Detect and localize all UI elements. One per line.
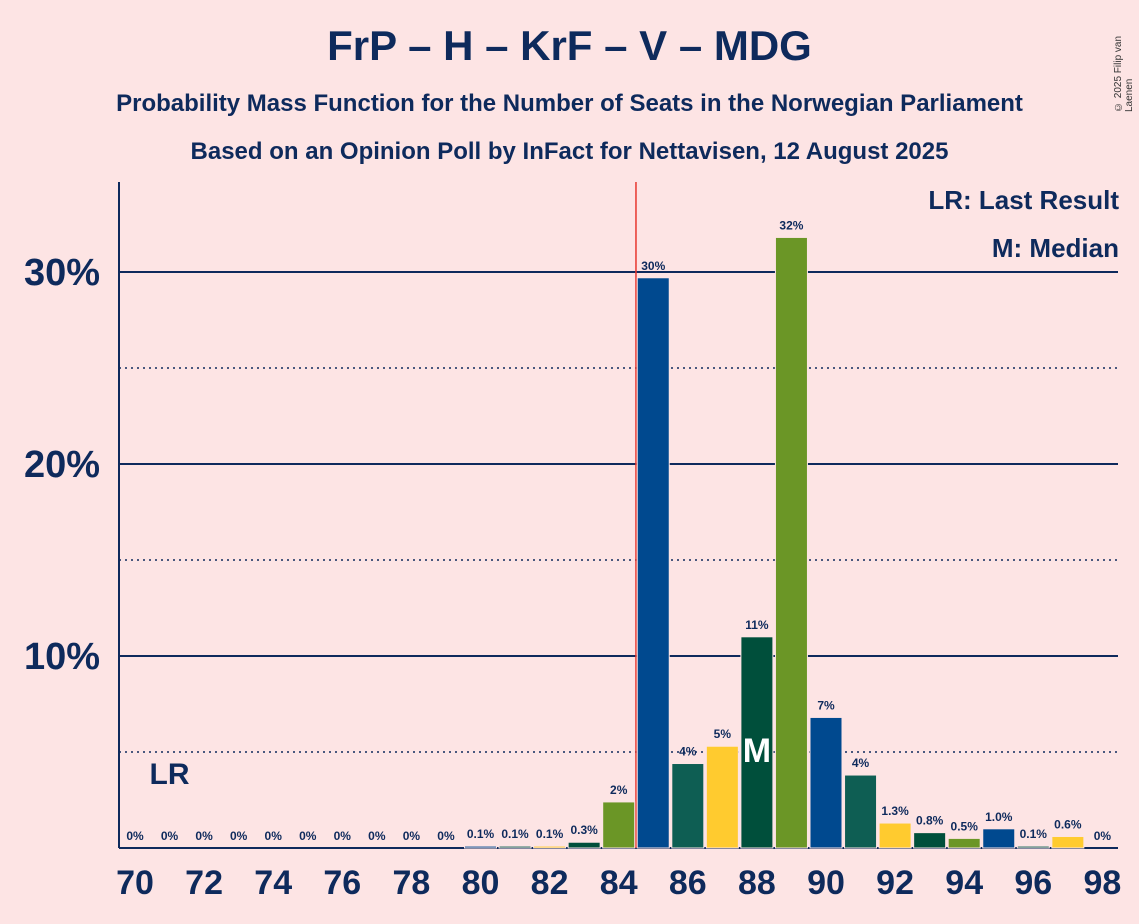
bar-seat-92	[878, 822, 912, 849]
median-marker: M	[743, 732, 771, 770]
bar-seat-84	[602, 801, 636, 849]
x-tick-label-86: 86	[669, 864, 707, 902]
bar-seat-83	[567, 841, 601, 849]
x-tick-label-80: 80	[462, 864, 500, 902]
x-tick-label-74: 74	[254, 864, 292, 902]
x-tick-label-92: 92	[876, 864, 914, 902]
x-tick-label-84: 84	[600, 864, 638, 902]
data-label-seat-83: 0.3%	[570, 823, 598, 837]
data-label-seat-74: 0%	[265, 829, 283, 843]
data-label-seat-77: 0%	[368, 829, 386, 843]
x-tick-label-98: 98	[1083, 864, 1121, 902]
x-tick-label-72: 72	[185, 864, 223, 902]
bar-seat-86	[671, 763, 705, 849]
x-tick-label-70: 70	[116, 864, 154, 902]
bar-seat-85	[636, 277, 670, 849]
bar-seat-94	[947, 837, 981, 849]
chart-title: FrP – H – KrF – V – MDG	[327, 22, 812, 69]
data-label-seat-73: 0%	[230, 829, 248, 843]
bar-seat-88	[740, 636, 774, 849]
y-tick-label: 10%	[24, 636, 100, 678]
data-label-seat-90: 7%	[817, 698, 835, 712]
bar-seat-82	[533, 845, 567, 849]
data-label-seat-82: 0.1%	[536, 827, 564, 841]
data-label-seat-75: 0%	[299, 829, 317, 843]
data-label-seat-71: 0%	[161, 829, 179, 843]
data-label-seat-78: 0%	[403, 829, 421, 843]
bar-seat-97	[1051, 835, 1085, 849]
bar-seat-95	[982, 828, 1016, 849]
data-label-seat-81: 0.1%	[501, 827, 529, 841]
data-label-seat-93: 0.8%	[916, 814, 944, 828]
x-tick-label-94: 94	[945, 864, 983, 902]
data-label-seat-89: 32%	[779, 218, 803, 232]
bar-seat-96	[1016, 845, 1050, 849]
data-label-seat-70: 0%	[126, 829, 144, 843]
bar-seat-87	[705, 745, 739, 849]
last-result-marker: LR	[150, 758, 190, 791]
data-label-seat-87: 5%	[714, 727, 732, 741]
bar-seat-80	[464, 845, 497, 849]
legend-last-result: LR: Last Result	[928, 185, 1119, 215]
bar-seat-93	[913, 832, 947, 849]
y-tick-label: 20%	[24, 444, 100, 486]
data-label-seat-80: 0.1%	[467, 827, 495, 841]
data-label-seat-79: 0%	[437, 829, 455, 843]
data-label-seat-84: 2%	[610, 783, 628, 797]
data-label-seat-94: 0.5%	[951, 819, 979, 833]
data-label-seat-92: 1.3%	[881, 804, 909, 818]
x-tick-label-76: 76	[323, 864, 361, 902]
x-tick-label-90: 90	[807, 864, 845, 902]
chart-subtitle-2: Based on an Opinion Poll by InFact for N…	[190, 138, 949, 165]
x-tick-label-88: 88	[738, 864, 776, 902]
data-label-seat-95: 1.0%	[985, 810, 1013, 824]
bar-seat-90	[809, 716, 843, 849]
data-label-seat-91: 4%	[852, 756, 870, 770]
bar-seat-89	[774, 236, 808, 849]
data-label-seat-86: 4%	[679, 745, 697, 759]
chart-subtitle-1: Probability Mass Function for the Number…	[116, 90, 1023, 117]
y-tick-label: 30%	[24, 252, 100, 294]
data-label-seat-72: 0%	[195, 829, 213, 843]
data-label-seat-85: 30%	[641, 259, 665, 273]
x-tick-label-82: 82	[531, 864, 569, 902]
x-tick-label-78: 78	[392, 864, 430, 902]
bar-seat-91	[844, 774, 878, 849]
bar-seat-81	[498, 845, 532, 849]
data-label-seat-98: 0%	[1094, 829, 1112, 843]
x-tick-label-96: 96	[1014, 864, 1052, 902]
data-label-seat-96: 0.1%	[1020, 827, 1048, 841]
data-label-seat-76: 0%	[334, 829, 352, 843]
legend-median: M: Median	[991, 233, 1119, 263]
data-label-seat-88: 11%	[745, 618, 769, 632]
data-label-seat-97: 0.6%	[1054, 817, 1082, 831]
